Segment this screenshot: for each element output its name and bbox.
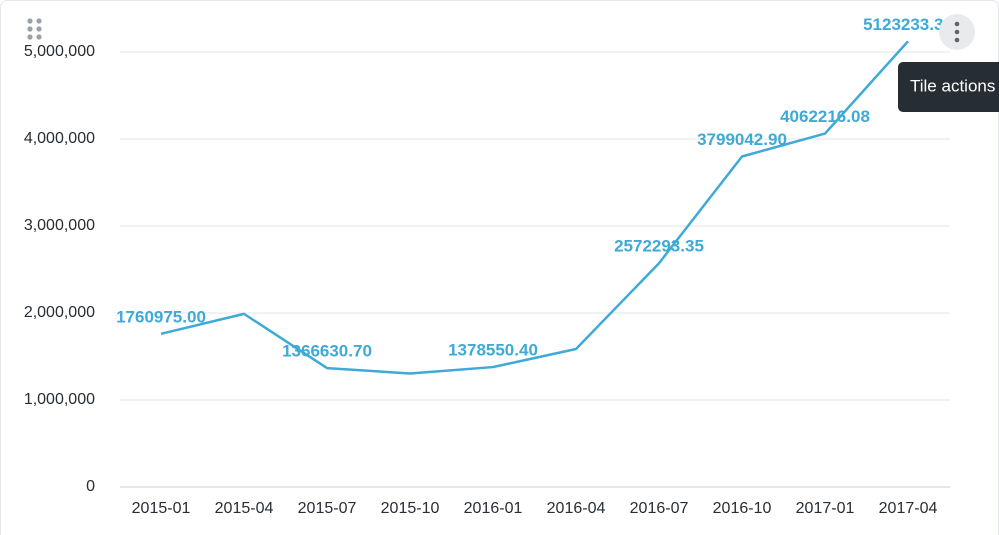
y-tick-label: 3,000,000 [24, 217, 95, 234]
value-label: 1366630.70 [282, 342, 372, 361]
x-tick-label: 2016-07 [630, 500, 689, 517]
y-tick-label: 4,000,000 [24, 130, 95, 147]
value-label: 3799042.90 [697, 130, 787, 149]
y-tick-label: 1,000,000 [24, 391, 95, 408]
value-label: 4062216.08 [780, 107, 870, 126]
x-tick-label: 2015-04 [215, 500, 274, 517]
tile-actions-button[interactable] [939, 14, 975, 50]
x-tick-label: 2016-10 [713, 500, 772, 517]
value-label: 1760975.00 [116, 307, 206, 326]
y-tick-label: 2,000,000 [24, 304, 95, 321]
tooltip-text: Tile actions [910, 76, 995, 95]
y-tick-label: 5,000,000 [24, 43, 95, 60]
series-line [160, 40, 909, 375]
y-tick-label: 0 [86, 478, 95, 495]
x-tick-label: 2015-01 [132, 500, 191, 517]
value-label: 2572293.35 [614, 237, 704, 256]
plot: 0 1,000,000 2,000,000 3,000,000 4,000,000 5,0… [24, 15, 953, 517]
x-tick-label: 2016-04 [547, 500, 606, 517]
x-tick-label: 2017-04 [879, 500, 938, 517]
tooltip-box [898, 62, 999, 112]
x-tick-label: 2017-01 [796, 500, 855, 517]
x-tick-label: 2015-10 [381, 500, 440, 517]
value-label: 5123233.36 [863, 15, 953, 34]
x-tick-label: 2015-07 [298, 500, 357, 517]
drag-handle[interactable] [27, 18, 42, 40]
x-tick-label: 2016-01 [464, 500, 523, 517]
value-label: 1378550.40 [448, 341, 538, 360]
